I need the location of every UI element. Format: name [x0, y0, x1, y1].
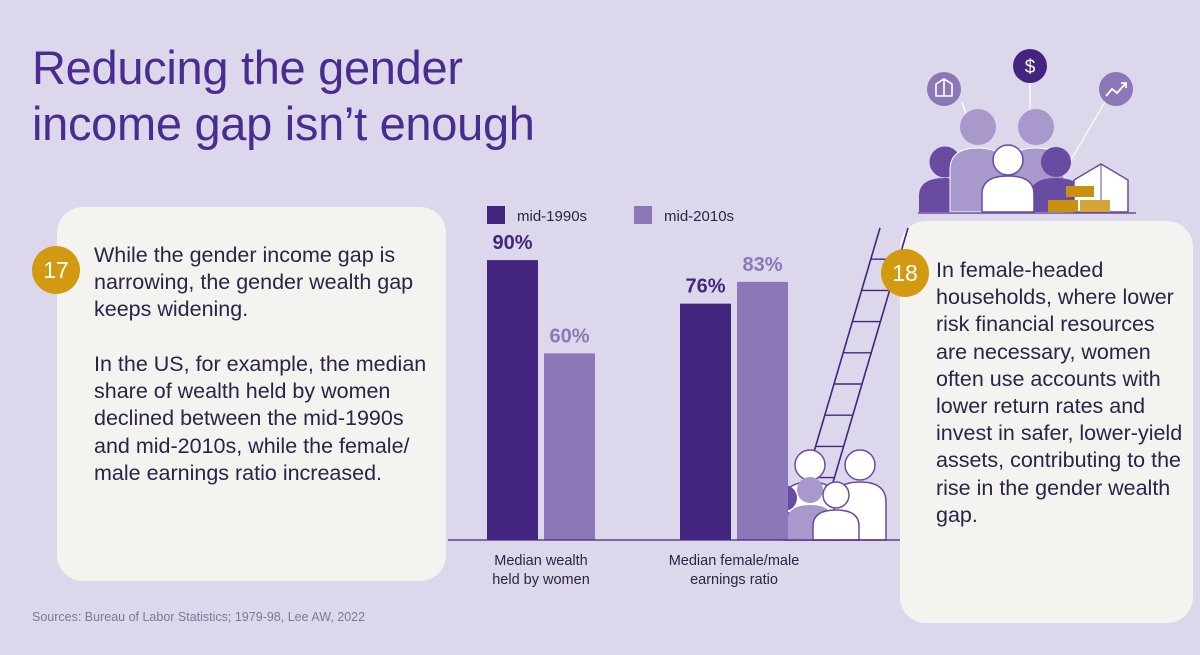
- chart-legend: mid-1990s mid-2010s: [487, 206, 734, 225]
- legend-label-mid-2010s: mid-2010s: [664, 208, 734, 225]
- page-title: Reducing the gender income gap isn’t eno…: [32, 40, 535, 152]
- bar-value-label: 60%: [549, 325, 589, 347]
- dollar-icon: $: [1013, 49, 1047, 83]
- trend-up-icon: [1099, 72, 1133, 106]
- box-icon: [927, 72, 961, 106]
- info-card-18: [900, 221, 1193, 623]
- person-icon: [812, 481, 860, 541]
- legend-swatch-mid-2010s: [634, 206, 652, 224]
- person-icon: [981, 144, 1035, 213]
- svg-text:$: $: [1025, 57, 1036, 78]
- number-badge-18: 18: [881, 249, 929, 297]
- bar-value-label: 90%: [492, 232, 532, 254]
- x-tick-label: held by women: [492, 572, 590, 588]
- card-17-paragraph-2: In the US, for example, the median share…: [94, 352, 427, 485]
- title-line-2: income gap isn’t enough: [32, 97, 535, 150]
- gold-bars-icon: [1048, 186, 1110, 212]
- sources-note: Sources: Bureau of Labor Statistics; 197…: [32, 610, 366, 624]
- x-axis-labels: Median wealth held by women Median female/…: [492, 553, 799, 588]
- info-card-17: [57, 207, 446, 581]
- people-illustration-top: $: [918, 49, 1136, 214]
- x-tick-label: Median wealth: [494, 553, 588, 569]
- title-line-1: Reducing the gender: [32, 41, 463, 94]
- card-18-paragraph: In female-headed households, where lower…: [936, 258, 1183, 527]
- card-17-paragraph-1: While the gender income gap is narrowing…: [94, 243, 414, 322]
- legend-swatch-mid-1990s: [487, 206, 505, 224]
- chart-bars: 90% 60% 76% 83%: [487, 232, 788, 540]
- ladder-illustration: [761, 227, 909, 541]
- number-badge-17: 17: [32, 246, 80, 294]
- connector-line: [1064, 101, 1106, 171]
- x-tick-label: earnings ratio: [690, 572, 778, 588]
- bar-mid-1990s-0: [487, 260, 538, 540]
- legend-label-mid-1990s: mid-1990s: [517, 208, 587, 225]
- x-tick-label: Median female/male: [669, 553, 800, 569]
- bar-value-label: 76%: [685, 276, 725, 298]
- bar-value-label: 83%: [742, 254, 782, 276]
- bar-mid-2010s-1: [737, 281, 788, 540]
- bar-mid-1990s-1: [680, 303, 731, 540]
- bar-mid-2010s-0: [544, 353, 595, 540]
